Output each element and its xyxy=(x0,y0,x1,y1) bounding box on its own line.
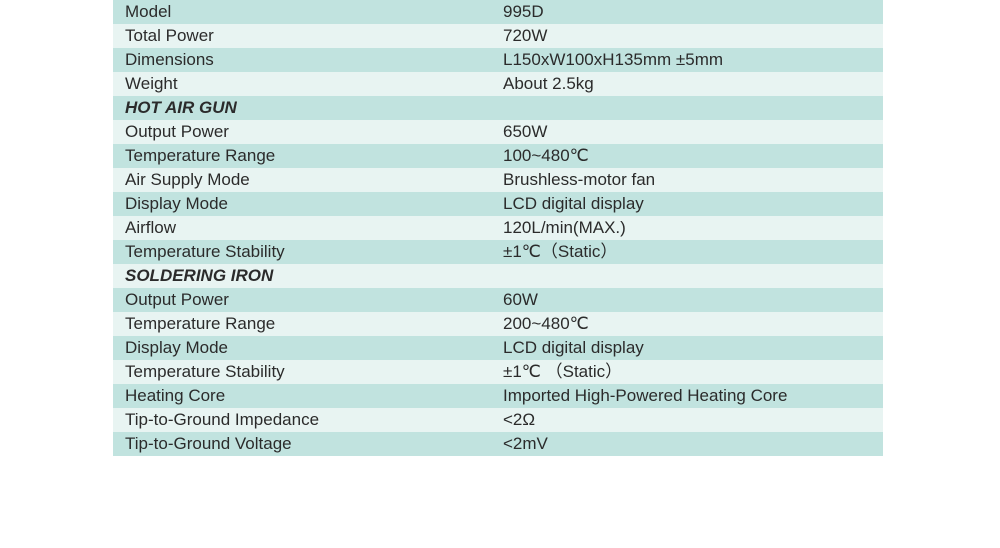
table-row: Airflow 120L/min(MAX.) xyxy=(113,216,883,240)
spec-label: Tip-to-Ground Impedance xyxy=(113,408,503,432)
spec-value: 60W xyxy=(503,288,883,312)
table-row: Temperature Stability ±1℃（Static） xyxy=(113,240,883,264)
spec-value: LCD digital display xyxy=(503,192,883,216)
spec-value: Imported High-Powered Heating Core xyxy=(503,384,883,408)
spec-label: Tip-to-Ground Voltage xyxy=(113,432,503,456)
spec-value: About 2.5kg xyxy=(503,72,883,96)
spec-label: Airflow xyxy=(113,216,503,240)
table-row: Output Power 650W xyxy=(113,120,883,144)
table-row: Temperature Stability ±1℃ （Static） xyxy=(113,360,883,384)
table-row: Dimensions L150xW100xH135mm ±5mm xyxy=(113,48,883,72)
spec-value: 995D xyxy=(503,0,883,24)
spec-value: LCD digital display xyxy=(503,336,883,360)
spec-value: ±1℃ （Static） xyxy=(503,360,883,384)
spec-label: Model xyxy=(113,0,503,24)
section-header-hot-air-gun: HOT AIR GUN xyxy=(113,96,883,120)
spec-label: Output Power xyxy=(113,288,503,312)
table-row: Temperature Range 100~480℃ xyxy=(113,144,883,168)
table-row: Display Mode LCD digital display xyxy=(113,336,883,360)
spec-label: Display Mode xyxy=(113,336,503,360)
table-row: Weight About 2.5kg xyxy=(113,72,883,96)
section-title: SOLDERING IRON xyxy=(113,264,503,288)
spec-value: Brushless-motor fan xyxy=(503,168,883,192)
table-row: Air Supply Mode Brushless-motor fan xyxy=(113,168,883,192)
spec-value: <2Ω xyxy=(503,408,883,432)
spec-value: ±1℃（Static） xyxy=(503,240,883,264)
spec-value: 120L/min(MAX.) xyxy=(503,216,883,240)
table-row: Temperature Range 200~480℃ xyxy=(113,312,883,336)
spec-value: 720W xyxy=(503,24,883,48)
spec-label: Display Mode xyxy=(113,192,503,216)
spec-value xyxy=(503,264,883,288)
spec-label: Temperature Range xyxy=(113,312,503,336)
table-row: Output Power 60W xyxy=(113,288,883,312)
section-title: HOT AIR GUN xyxy=(113,96,503,120)
section-header-soldering-iron: SOLDERING IRON xyxy=(113,264,883,288)
spec-value: 100~480℃ xyxy=(503,144,883,168)
table-row: Heating Core Imported High-Powered Heati… xyxy=(113,384,883,408)
spec-label: Output Power xyxy=(113,120,503,144)
table-row: Tip-to-Ground Impedance <2Ω xyxy=(113,408,883,432)
spec-value: <2mV xyxy=(503,432,883,456)
spec-label: Air Supply Mode xyxy=(113,168,503,192)
spec-table: Model 995D Total Power 720W Dimensions L… xyxy=(113,0,883,456)
spec-label: Heating Core xyxy=(113,384,503,408)
table-row: Model 995D xyxy=(113,0,883,24)
spec-value: 650W xyxy=(503,120,883,144)
spec-label: Temperature Stability xyxy=(113,240,503,264)
spec-label: Dimensions xyxy=(113,48,503,72)
spec-label: Total Power xyxy=(113,24,503,48)
spec-value: L150xW100xH135mm ±5mm xyxy=(503,48,883,72)
spec-label: Temperature Stability xyxy=(113,360,503,384)
table-row: Display Mode LCD digital display xyxy=(113,192,883,216)
spec-value: 200~480℃ xyxy=(503,312,883,336)
table-row: Tip-to-Ground Voltage <2mV xyxy=(113,432,883,456)
spec-value xyxy=(503,96,883,120)
table-row: Total Power 720W xyxy=(113,24,883,48)
spec-label: Temperature Range xyxy=(113,144,503,168)
spec-label: Weight xyxy=(113,72,503,96)
